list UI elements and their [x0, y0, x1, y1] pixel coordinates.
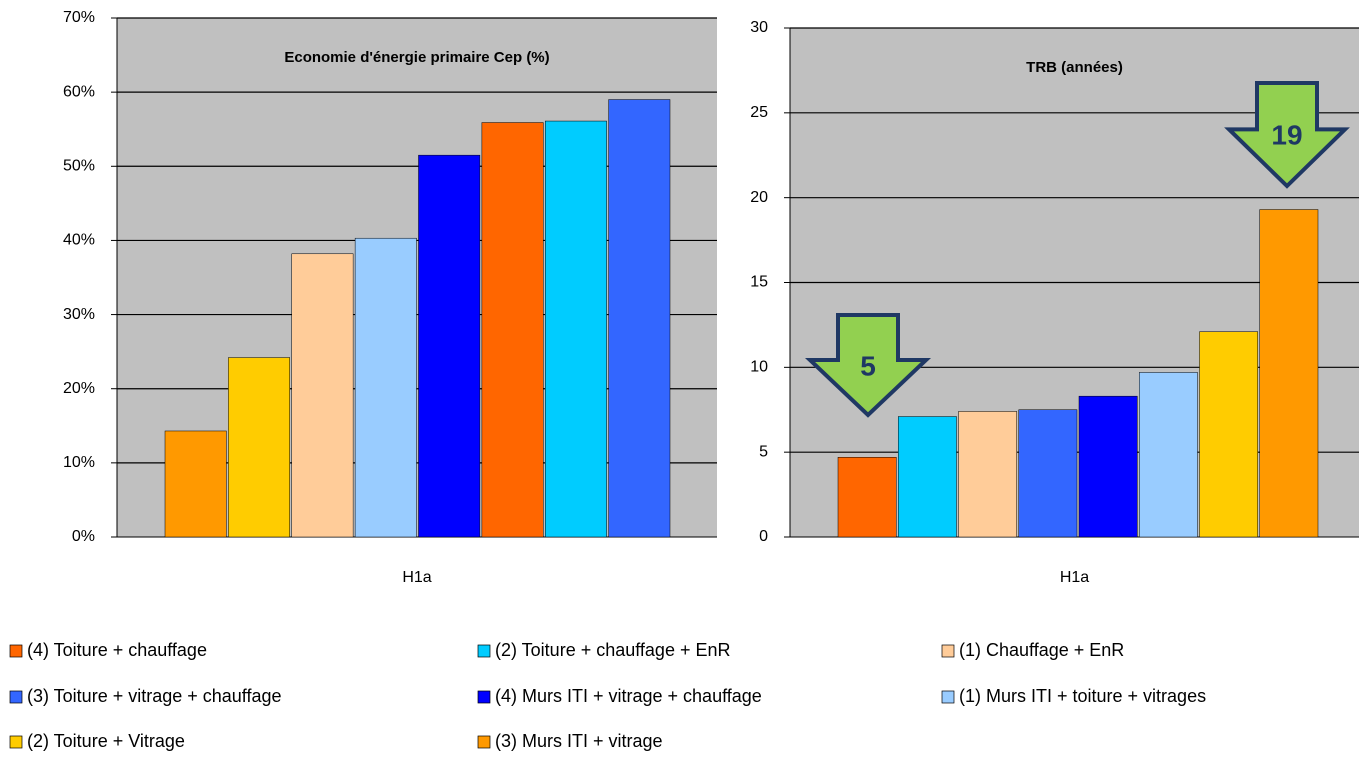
y-tick-label: 20%: [63, 380, 95, 397]
y-tick-label: 70%: [63, 9, 95, 26]
legend-swatch: [941, 690, 955, 704]
y-tick-label: 10%: [63, 454, 95, 471]
y-tick-label: 30%: [63, 306, 95, 323]
bar: [291, 253, 354, 538]
y-tick-label: 0: [759, 528, 768, 545]
legend-swatch: [477, 735, 491, 749]
legend-label: (3) Murs ITI + vitrage: [495, 731, 663, 751]
bar: [608, 99, 671, 538]
arrow: [804, 313, 932, 418]
y-tick-label: 15: [750, 274, 768, 291]
legend-swatch: [477, 690, 491, 704]
arrow: [1224, 81, 1350, 189]
bar: [1018, 409, 1078, 538]
legend-label: (2) Toiture + Vitrage: [27, 731, 185, 751]
legend-swatch: [941, 644, 955, 658]
y-tick-label: 0%: [72, 528, 95, 545]
bar: [1139, 372, 1198, 538]
legend-label: (1) Murs ITI + toiture + vitrages: [959, 686, 1206, 706]
bar: [418, 154, 481, 538]
bar: [354, 237, 417, 538]
y-tick-label: 40%: [63, 232, 95, 249]
y-tick-label: 25: [750, 104, 768, 121]
legend-label: (3) Toiture + vitrage + chauffage: [27, 686, 282, 706]
bar: [1259, 209, 1319, 538]
bar: [481, 122, 544, 538]
y-tick-label: 10: [750, 359, 768, 376]
legend-swatch: [9, 690, 23, 704]
legend-label: (2) Toiture + chauffage + EnR: [495, 640, 731, 660]
y-tick-label: 20: [750, 189, 768, 206]
y-tick-label: 50%: [63, 158, 95, 175]
legend-swatch: [9, 735, 23, 749]
legend-label: (4) Toiture + chauffage: [27, 640, 207, 660]
bar: [164, 430, 227, 538]
bar: [1199, 331, 1258, 538]
x-tick-label: H1a: [1060, 569, 1089, 586]
bar: [898, 416, 957, 538]
legend-swatch: [477, 644, 491, 658]
annotation: 5: [860, 350, 876, 381]
legend-label: (4) Murs ITI + vitrage + chauffage: [495, 686, 762, 706]
x-tick-label: H1a: [402, 569, 431, 586]
annotation: 19: [1271, 120, 1302, 151]
bar: [837, 457, 897, 538]
bar: [958, 411, 1017, 538]
bar: [1078, 395, 1138, 538]
legend-label: (1) Chauffage + EnR: [959, 640, 1124, 660]
bar: [228, 357, 290, 538]
legend-swatch: [9, 644, 23, 658]
chart-title: TRB (années): [1026, 59, 1123, 76]
y-tick-label: 5: [759, 443, 768, 460]
bar: [545, 120, 607, 538]
y-tick-label: 30: [750, 19, 768, 36]
chart-title: Economie d'énergie primaire Cep (%): [284, 49, 549, 66]
y-tick-label: 60%: [63, 83, 95, 100]
